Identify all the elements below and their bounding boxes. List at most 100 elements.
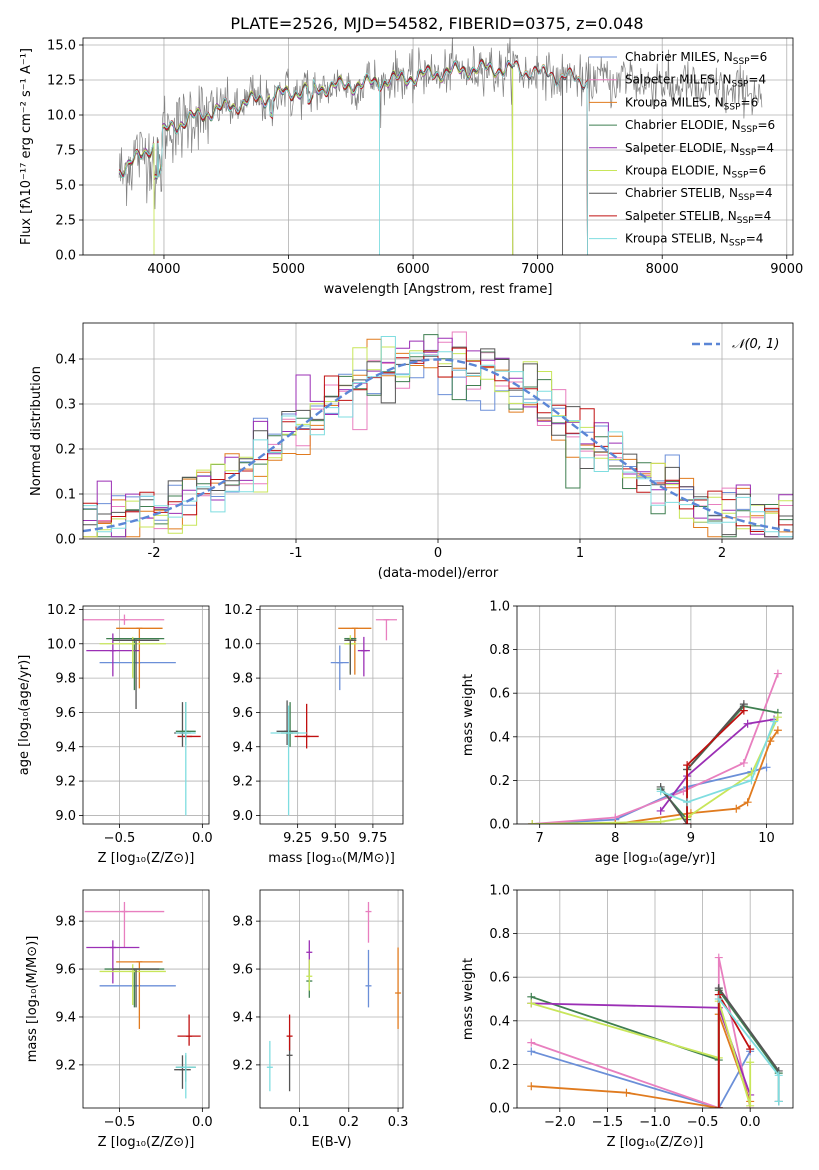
errorbar-point [266, 1040, 273, 1092]
panel-spectrum: 4000 5000 6000 7000 8000 9000 0.0 2.5 5.0 7.5 10.0… [19, 37, 803, 297]
model-line-chabrier-stelib [118, 58, 588, 255]
legend-text: Salpeter ELODIE, N [625, 141, 739, 155]
axes-frame [516, 605, 794, 825]
y-axis-label: Normed distribution [29, 366, 44, 496]
plot-area [83, 890, 209, 1108]
errorbar-point [395, 947, 402, 1029]
legend-subscript: SSP [729, 239, 746, 249]
x-axis-label: Z [log₁₀(Z/Z⊙)] [607, 1135, 704, 1150]
x-tick-label: −0.5 [687, 1115, 719, 1130]
grid [260, 606, 403, 824]
plot-area [260, 606, 403, 824]
errorbar-point [84, 901, 165, 948]
x-tick-label: −1.0 [639, 1115, 671, 1130]
y-tick-label: 9.8 [232, 915, 253, 930]
plot-area [83, 606, 209, 824]
panel-massweight_vs_Z: −2.0 −1.5 −1.0 −0.5 0.0 0.0 0.2 0.4 0.6 0.8 1.0 Z [… [461, 884, 794, 1150]
series-line-kroupa-miles [531, 1013, 752, 1108]
series-line-kroupa-elodie [532, 716, 779, 824]
series-marker [622, 1088, 631, 1097]
series-marker [773, 669, 782, 678]
y-tick-label: 9.0 [232, 809, 253, 824]
series-marker [714, 953, 723, 962]
plot-area [517, 606, 793, 824]
axes-frame [82, 605, 210, 825]
y-tick-label: 9.2 [232, 1058, 253, 1073]
legend-text: =6 [750, 50, 768, 64]
gaussian-legend-label: 𝒩(0, 1) [732, 337, 779, 352]
series-marker [714, 1104, 723, 1108]
errorbar-point [306, 959, 313, 991]
y-tick-label: 0.6 [489, 971, 510, 986]
y-axis-label: mass [log₁₀(M/M⊙)] [25, 936, 40, 1063]
x-tick-label: −2.0 [544, 1115, 576, 1130]
legend-text: Kroupa STELIB, N [625, 232, 729, 246]
x-tick-label: 6000 [397, 262, 430, 277]
x-tick-label: 0.3 [388, 1115, 409, 1130]
figure-title: PLATE=2526, MJD=54582, FIBERID=0375, z=0… [230, 14, 643, 33]
y-tick-label: 0.0 [55, 533, 76, 548]
axes-frame [259, 605, 404, 825]
x-axis-label: E(B-V) [311, 1135, 351, 1150]
series-layer [527, 953, 783, 1108]
panel-age_vs_mass: 9.25 9.50 9.75 9.0 9.2 9.4 9.6 9.8 10.0 10.2 mass … [224, 603, 404, 866]
y-tick-label: 5.0 [55, 179, 76, 194]
plot-area [517, 890, 793, 1108]
series-marker [656, 806, 665, 815]
y-axis-label: mass weight [461, 674, 476, 756]
x-tick-label: -1 [290, 546, 303, 561]
legend-entry: Chabrier MILES, NSSP=6 [625, 50, 767, 67]
errorbar-point [294, 703, 319, 749]
x-axis-label: Z [log₁₀(Z/Z⊙)] [98, 851, 195, 866]
series-line-salpeter-miles [532, 673, 779, 824]
y-tick-label: 0.2 [55, 443, 76, 458]
errorbar-point [338, 627, 372, 675]
y-tick-label: 9.6 [55, 706, 76, 721]
errorbar-point [175, 1052, 196, 1099]
grid [83, 890, 209, 1108]
y-tick-label: 0.0 [489, 818, 510, 833]
x-axis-label: mass [log₁₀(M/M⊙)] [268, 851, 395, 866]
x-tick-label: 8 [611, 831, 619, 846]
legend-entry: Salpeter MILES, NSSP=4 [625, 73, 766, 90]
x-tick-label: 0.0 [192, 1115, 213, 1130]
grid [83, 38, 793, 255]
x-tick-label: 0.0 [740, 1115, 761, 1130]
series-layer [83, 614, 201, 816]
y-tick-label: 9.4 [55, 740, 76, 755]
x-tick-label: −0.5 [104, 831, 136, 846]
x-tick-label: 7000 [521, 262, 554, 277]
y-tick-label: 10.2 [224, 603, 253, 618]
panel-age_vs_Z: −0.5 0.0 9.0 9.2 9.4 9.6 9.8 10.0 10.2 Z [log₁₀(Z… [17, 603, 213, 866]
errorbar-point [281, 702, 300, 747]
legend-text: =4 [754, 209, 772, 223]
y-tick-label: 1.0 [489, 600, 510, 615]
errorbar-point [175, 702, 196, 816]
series-marker [714, 995, 723, 1003]
series-marker [656, 817, 665, 824]
x-axis-label: (data-model)/error [378, 566, 499, 581]
series-marker [747, 776, 756, 785]
series-marker [656, 787, 665, 796]
series-layer [84, 901, 201, 1099]
series-marker [527, 1038, 536, 1047]
errorbar-point [276, 700, 298, 746]
spectrum-legend: Chabrier MILES, NSSP=6 Salpeter MILES, NS… [589, 50, 775, 249]
errorbar-point [177, 1014, 201, 1046]
legend-subscript: SSP [741, 125, 758, 135]
y-axis-label: Flux [fλ10⁻¹⁷ erg cm⁻² s⁻¹ A⁻¹] [19, 48, 34, 245]
errorbar-point [106, 637, 165, 691]
x-tick-label: 0.1 [289, 1115, 310, 1130]
y-tick-label: 9.6 [232, 706, 253, 721]
series-line-kroupa-stelib [718, 998, 780, 1102]
x-tick-label: 7 [536, 831, 544, 846]
errorbar-point [116, 627, 163, 689]
x-tick-label: 10 [758, 831, 775, 846]
legend-entry: Kroupa ELODIE, NSSP=6 [625, 164, 766, 181]
x-tick-label: 9.50 [321, 831, 350, 846]
series-marker [770, 717, 779, 726]
legend-subscript: SSP [732, 171, 749, 181]
y-tick-label: 9.4 [232, 740, 253, 755]
series-layer [118, 38, 763, 255]
